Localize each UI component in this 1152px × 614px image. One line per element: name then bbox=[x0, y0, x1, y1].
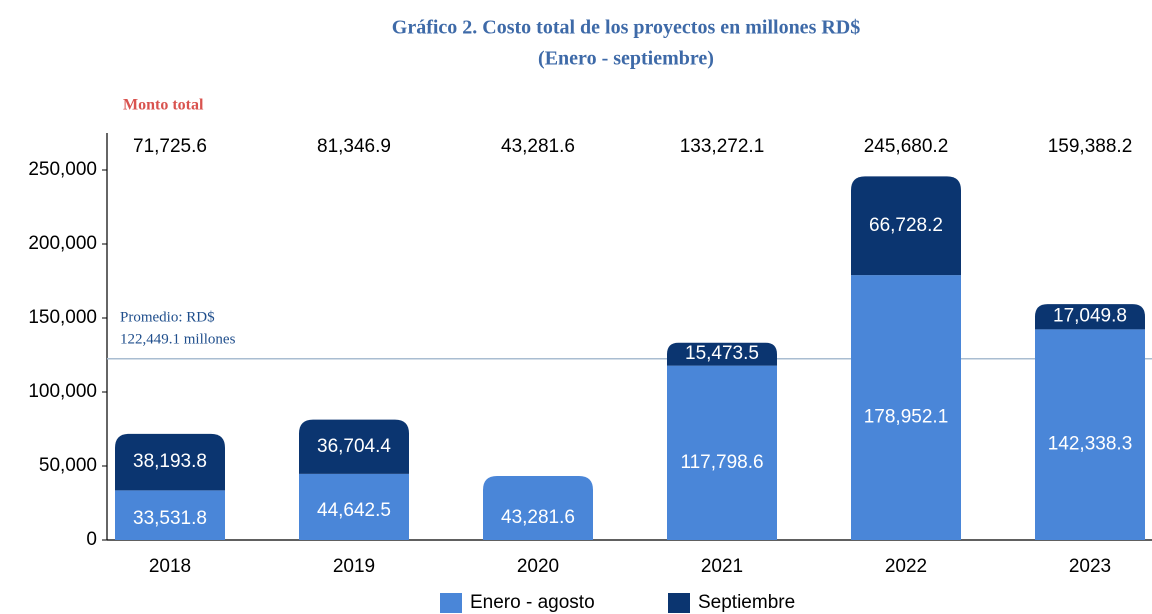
total-label: 159,388.2 bbox=[1048, 136, 1133, 157]
chart-title: Gráfico 2. Costo total de los proyectos … bbox=[392, 17, 860, 39]
bar-segment bbox=[851, 176, 961, 276]
bar-segment bbox=[115, 490, 225, 540]
bar-segment bbox=[1035, 329, 1145, 540]
x-tick-label: 2022 bbox=[885, 556, 927, 577]
x-tick-label: 2018 bbox=[149, 556, 191, 577]
totals-title: Monto total bbox=[123, 97, 204, 114]
total-label: 133,272.1 bbox=[680, 136, 765, 157]
value-label: 36,704.4 bbox=[317, 436, 391, 457]
value-label: 66,728.2 bbox=[869, 215, 943, 236]
legend-swatch bbox=[668, 593, 690, 613]
legend-label: Enero - agosto bbox=[470, 592, 595, 613]
value-label: 117,798.6 bbox=[680, 452, 763, 473]
total-label: 43,281.6 bbox=[501, 136, 575, 157]
value-label: 33,531.8 bbox=[133, 508, 207, 529]
x-tick-label: 2021 bbox=[701, 556, 743, 577]
value-label: 178,952.1 bbox=[864, 407, 949, 428]
y-tick-label: 250,000 bbox=[28, 159, 97, 180]
bar-segment bbox=[115, 433, 225, 491]
x-tick-label: 2020 bbox=[517, 556, 559, 577]
average-label: 122,449.1 millones bbox=[120, 331, 236, 347]
x-tick-label: 2019 bbox=[333, 556, 375, 577]
value-label: 44,642.5 bbox=[317, 500, 391, 521]
value-label: 15,473.5 bbox=[685, 343, 759, 364]
x-tick-label: 2023 bbox=[1069, 556, 1111, 577]
total-label: 71,725.6 bbox=[133, 136, 207, 157]
total-label: 81,346.9 bbox=[317, 136, 391, 157]
bar-segment bbox=[299, 473, 409, 540]
y-tick-label: 0 bbox=[86, 529, 97, 550]
legend-label: Septiembre bbox=[698, 592, 795, 613]
bar-segment bbox=[667, 365, 777, 540]
bar-segment bbox=[299, 419, 409, 474]
bar-segment bbox=[667, 342, 777, 366]
y-tick-label: 150,000 bbox=[28, 307, 97, 328]
value-label: 142,338.3 bbox=[1048, 434, 1133, 455]
y-tick-label: 200,000 bbox=[28, 233, 97, 254]
chart-subtitle: (Enero - septiembre) bbox=[538, 48, 714, 70]
y-tick-label: 100,000 bbox=[28, 381, 97, 402]
bar-segment bbox=[483, 475, 593, 540]
total-label: 245,680.2 bbox=[864, 136, 949, 157]
value-label: 38,193.8 bbox=[133, 451, 207, 472]
bar-segment bbox=[851, 275, 961, 540]
value-label: 43,281.6 bbox=[501, 507, 575, 528]
average-label: Promedio: RD$ bbox=[120, 309, 215, 325]
legend-swatch bbox=[440, 593, 462, 613]
bar-segment bbox=[1035, 304, 1145, 330]
y-tick-label: 50,000 bbox=[39, 455, 97, 476]
value-label: 17,049.8 bbox=[1053, 306, 1127, 327]
